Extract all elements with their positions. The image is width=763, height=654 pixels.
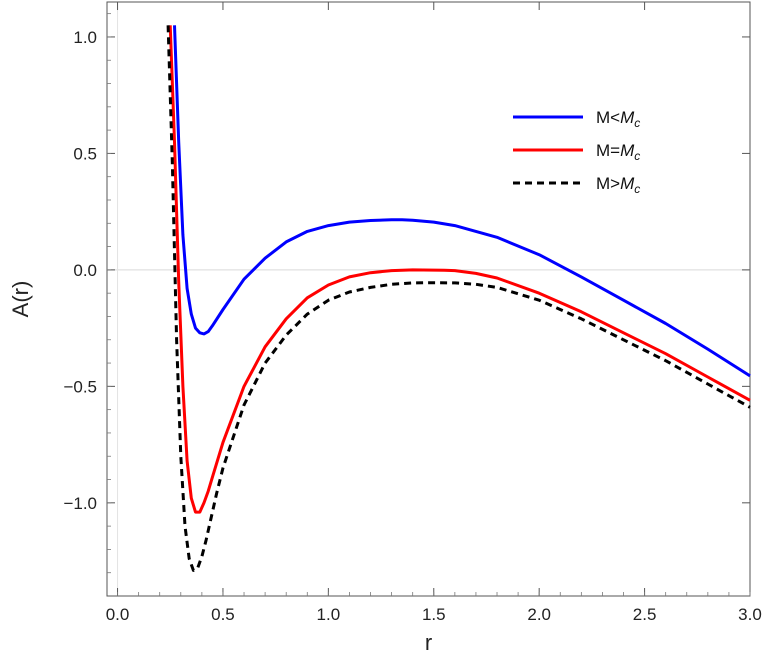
y-tick-label: 0.5 — [73, 144, 97, 163]
x-axis-ticks: 0.0 0.5 1.0 1.5 2.0 2.5 3.0 — [106, 2, 762, 624]
legend-label-2: M=Mc — [596, 141, 640, 163]
x-tick-label: 2.0 — [527, 605, 551, 624]
x-tick-label: 0.5 — [211, 605, 235, 624]
series-lines — [166, 25, 751, 572]
legend-label-1: M<Mc — [596, 108, 640, 130]
legend-label-3: M>Mc — [596, 174, 640, 196]
series-line-2 — [168, 25, 751, 514]
x-tick-label: 1.0 — [317, 605, 341, 624]
y-tick-label: 0.0 — [73, 261, 97, 280]
x-tick-label: 0.0 — [106, 605, 130, 624]
legend: M<Mc M=Mc M>Mc — [513, 108, 640, 196]
plot-frame — [106, 1, 751, 597]
y-tick-label: 1.0 — [73, 28, 97, 47]
y-axis-ticks: −1.0 −0.5 0.0 0.5 1.0 — [63, 13, 750, 574]
y-tick-label: −0.5 — [63, 377, 97, 396]
y-tick-label: −1.0 — [63, 494, 97, 513]
x-tick-label: 2.5 — [633, 605, 657, 624]
x-tick-label: 1.5 — [422, 605, 446, 624]
y-axis-label: A(r) — [8, 281, 33, 318]
series-line-1 — [173, 25, 751, 378]
x-tick-label: 3.0 — [738, 605, 762, 624]
x-axis-label: r — [425, 630, 432, 654]
plot-frame-rect — [106, 1, 751, 597]
series-line-3 — [166, 25, 751, 572]
